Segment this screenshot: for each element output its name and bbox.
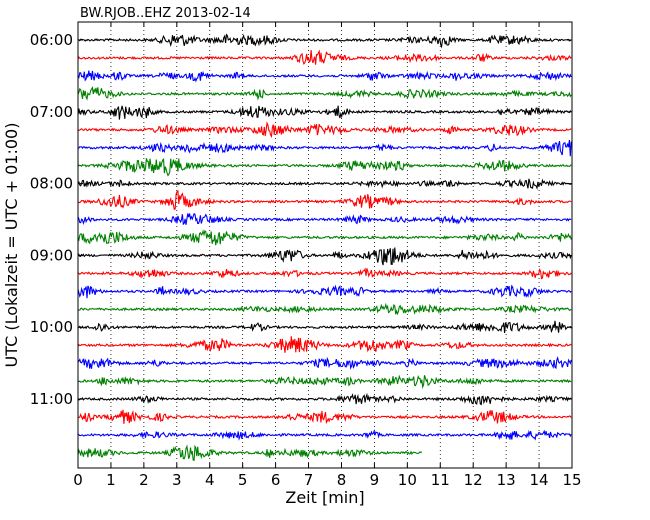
trace-0745: [77, 158, 572, 177]
x-tick-label: 7: [304, 471, 314, 489]
x-tick-label: 5: [238, 471, 248, 489]
x-tick-label: 11: [431, 471, 450, 489]
x-tick-label: 4: [205, 471, 215, 489]
trace-0845: [77, 229, 572, 246]
trace-1130: [77, 429, 572, 441]
y-tick-label: 06:00: [30, 31, 73, 49]
trace-1145: [77, 444, 423, 462]
trace-0600: [77, 33, 572, 49]
trace-0945: [77, 302, 572, 316]
trace-0700: [77, 105, 572, 120]
x-tick-label: 15: [562, 471, 581, 489]
trace-0900: [77, 247, 572, 266]
trace-0730: [77, 139, 572, 157]
x-tick-layer: 0 1 2 3 4 5 6 7 8 9 10 11 12 13 14 15: [73, 22, 582, 489]
x-tick-label: 10: [398, 471, 417, 489]
x-tick-label: 9: [370, 471, 380, 489]
trace-0830: [77, 212, 572, 226]
x-tick-label: 13: [497, 471, 516, 489]
x-tick-label: 1: [106, 471, 116, 489]
trace-0930: [77, 284, 572, 299]
y-tick-label: 07:00: [30, 103, 73, 121]
trace-layer: [77, 33, 572, 462]
trace-1000: [77, 320, 572, 334]
y-tick-label: 09:00: [30, 246, 73, 264]
trace-0630: [77, 70, 572, 83]
chart-title: BW.RJOB..EHZ 2013-02-14: [80, 6, 251, 21]
y-tick-label: 10:00: [30, 318, 73, 336]
trace-1115: [77, 409, 572, 425]
y-axis-label: UTC (Lokalzeit = UTC + 01:00): [2, 123, 21, 368]
x-tick-label: 12: [464, 471, 483, 489]
trace-1100: [77, 392, 572, 406]
x-tick-label: 8: [337, 471, 347, 489]
trace-0615: [77, 49, 572, 66]
trace-0815: [77, 190, 572, 211]
trace-1015: [77, 336, 572, 353]
x-tick-label: 3: [172, 471, 182, 489]
y-tick-layer: 06:00 07:00 08:00 09:00 10:00 11:00: [30, 31, 572, 408]
trace-0645: [77, 86, 572, 101]
trace-0715: [77, 121, 572, 139]
x-tick-label: 14: [530, 471, 549, 489]
x-tick-label: 2: [139, 471, 149, 489]
y-tick-label: 11:00: [30, 390, 73, 408]
x-tick-label: 6: [271, 471, 281, 489]
trace-1045: [77, 374, 572, 390]
trace-0915: [77, 267, 572, 280]
plot-frame: [77, 21, 573, 469]
trace-0800: [77, 178, 572, 190]
x-tick-label: 0: [73, 471, 83, 489]
x-axis-label: Zeit [min]: [285, 488, 364, 507]
y-tick-label: 08:00: [30, 175, 73, 193]
trace-1030: [77, 355, 572, 370]
